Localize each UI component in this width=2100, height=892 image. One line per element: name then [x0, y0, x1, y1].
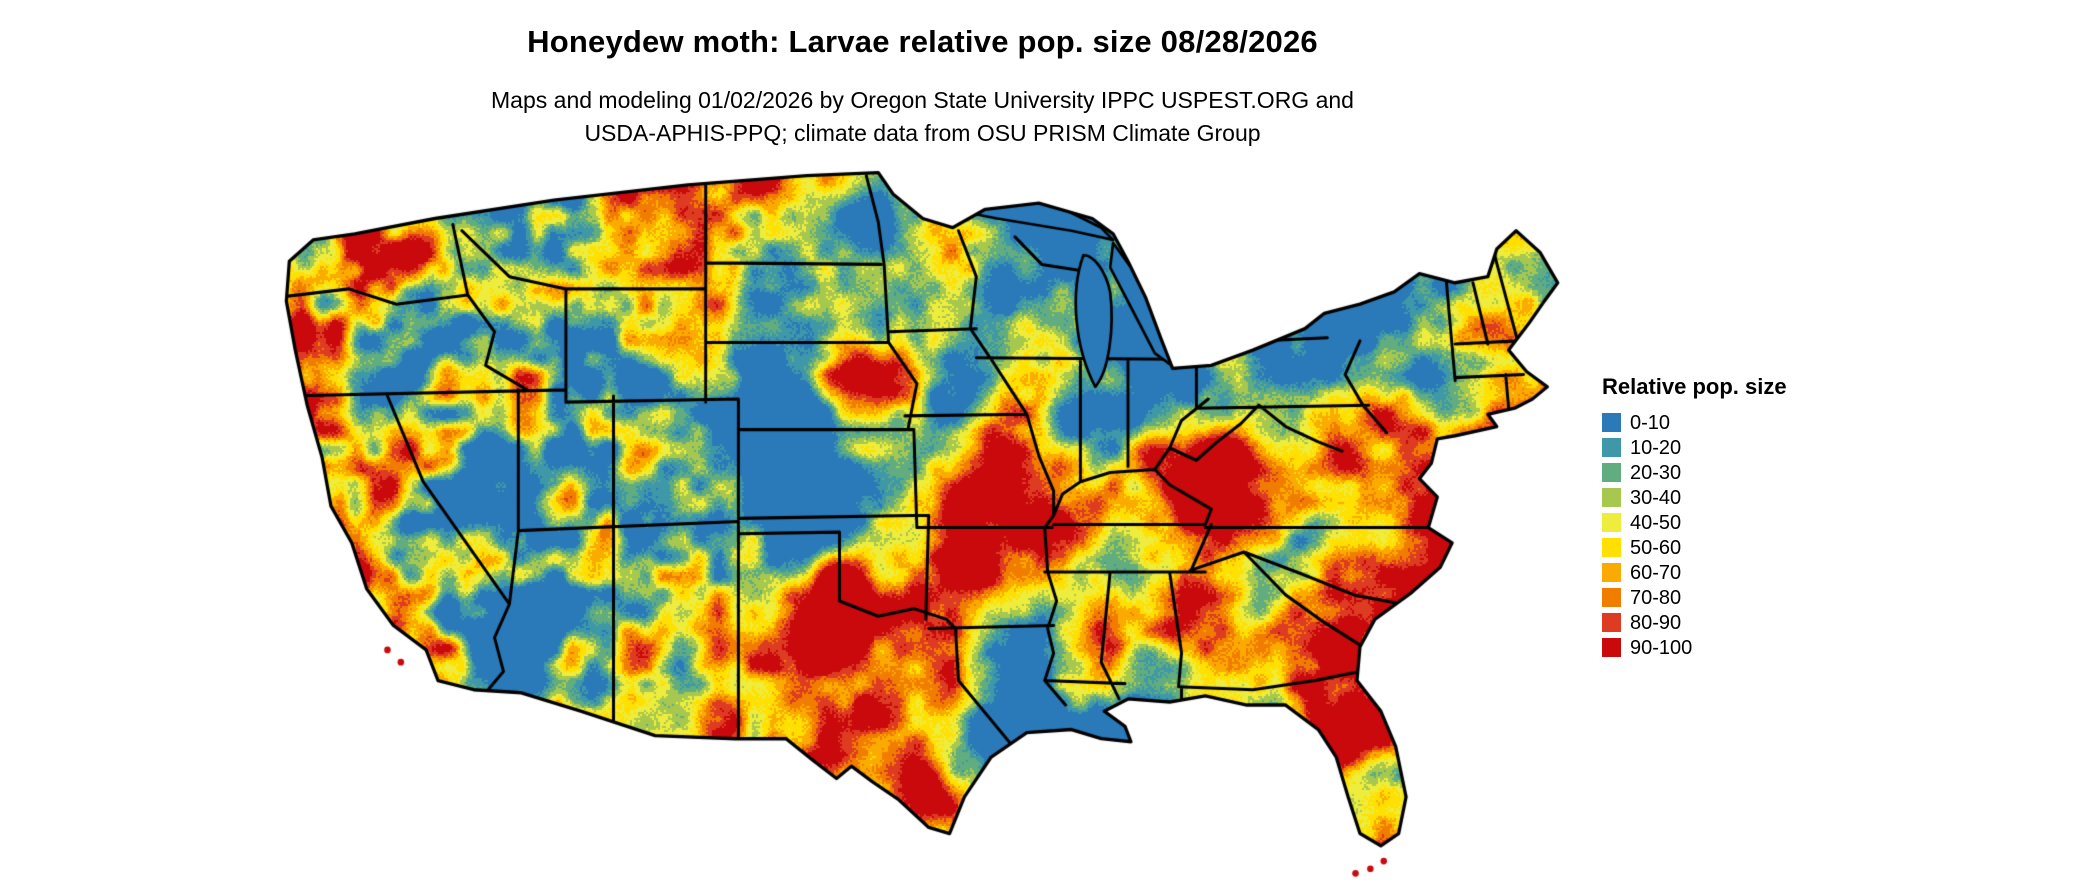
legend-item-label: 20-30 [1630, 461, 1682, 484]
legend-items: 0-10 10-20 20-30 30-40 40-50 50-60 60-70 70-80 8… [1602, 410, 1787, 660]
legend-item-label: 30-40 [1630, 486, 1682, 509]
legend-swatch [1602, 538, 1621, 557]
legend-item: 20-30 [1602, 460, 1787, 485]
legend-swatch [1602, 488, 1621, 507]
legend-swatch [1602, 438, 1621, 457]
legend-item-label: 10-20 [1630, 436, 1682, 459]
us-map-canvas [212, 142, 1572, 882]
legend-item-label: 60-70 [1630, 561, 1682, 584]
subtitle-line-1: Maps and modeling 01/02/2026 by Oregon S… [491, 87, 1354, 113]
legend-item: 30-40 [1602, 485, 1787, 510]
legend-item: 70-80 [1602, 585, 1787, 610]
legend-item: 90-100 [1602, 635, 1787, 660]
legend-swatch [1602, 463, 1621, 482]
legend-item-label: 90-100 [1630, 636, 1693, 659]
legend-item-label: 50-60 [1630, 536, 1682, 559]
legend-item-label: 0-10 [1630, 411, 1671, 434]
legend-swatch [1602, 588, 1621, 607]
map-legend: Relative pop. size 0-10 10-20 20-30 30-40 40… [1602, 374, 1787, 660]
legend-swatch [1602, 513, 1621, 532]
legend-swatch [1602, 563, 1621, 582]
figure-title: Honeydew moth: Larvae relative pop. size… [527, 24, 1318, 59]
legend-swatch [1602, 613, 1621, 632]
figure-subtitle: Maps and modeling 01/02/2026 by Oregon S… [0, 84, 1845, 150]
legend-item: 60-70 [1602, 560, 1787, 585]
legend-item: 40-50 [1602, 510, 1787, 535]
legend-item-label: 40-50 [1630, 511, 1682, 534]
legend-title: Relative pop. size [1602, 374, 1787, 399]
subtitle-line-2: USDA-APHIS-PPQ; climate data from OSU PR… [584, 120, 1261, 146]
legend-swatch [1602, 638, 1621, 657]
legend-item: 80-90 [1602, 610, 1787, 635]
legend-item: 50-60 [1602, 535, 1787, 560]
legend-item: 0-10 [1602, 410, 1787, 435]
legend-item: 10-20 [1602, 435, 1787, 460]
legend-item-label: 80-90 [1630, 611, 1682, 634]
legend-swatch [1602, 413, 1621, 432]
legend-item-label: 70-80 [1630, 586, 1682, 609]
